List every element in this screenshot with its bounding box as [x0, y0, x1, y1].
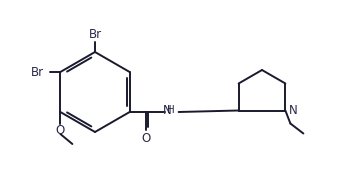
Text: H: H: [167, 105, 174, 115]
Text: O: O: [56, 124, 65, 137]
Text: Br: Br: [89, 28, 102, 41]
Text: Br: Br: [31, 65, 44, 79]
Text: O: O: [141, 132, 150, 146]
Text: N: N: [163, 103, 172, 117]
Text: N: N: [289, 104, 298, 117]
